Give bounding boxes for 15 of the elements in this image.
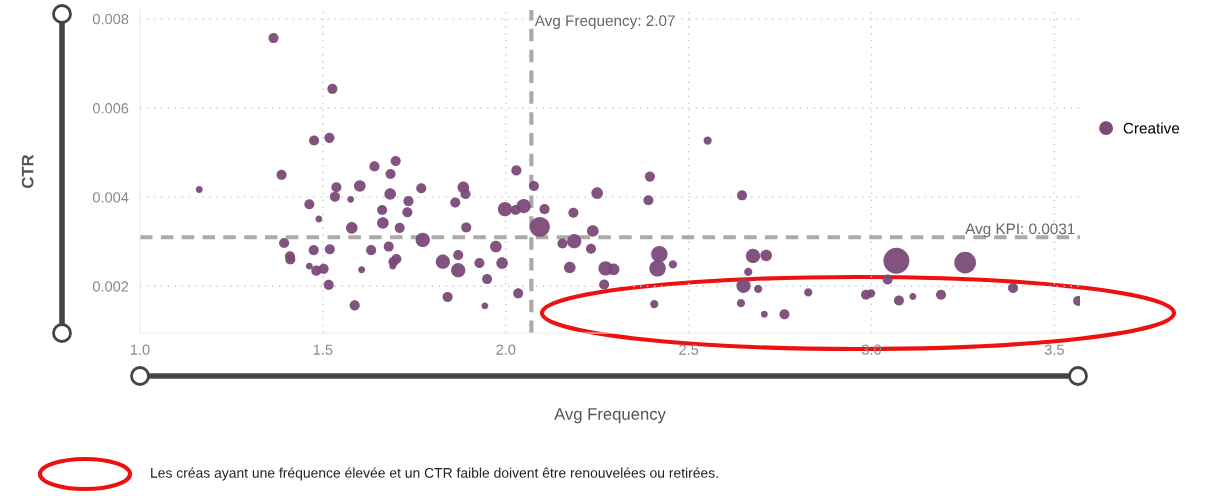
x-tick-label: 3.5: [1044, 344, 1064, 355]
y-tick-label: 0.004: [92, 192, 129, 203]
legend-label: Creative: [1123, 122, 1180, 134]
ref-line-label: Avg Frequency: 2.07: [534, 15, 675, 30]
y-tick-label: 0.002: [92, 281, 129, 292]
y-tick-label: 0.006: [92, 103, 129, 114]
y-axis-title: CTR: [21, 154, 34, 188]
text: Les créas ayant une fréquence élevée et un CTR faible doivent être renouvelées ou retirées.: [151, 467, 718, 481]
x-axis-title: Avg Frequency: [554, 408, 666, 424]
x-tick-label: 1.0: [130, 344, 150, 355]
x-tick-label: 2.5: [679, 344, 699, 355]
x-tick-label: 2.0: [496, 344, 516, 355]
x-tick-label: 1.5: [313, 344, 333, 355]
y-tick-label: 0.008: [92, 14, 129, 25]
ref-line-label: Avg KPI: 0.0031: [965, 223, 1075, 238]
